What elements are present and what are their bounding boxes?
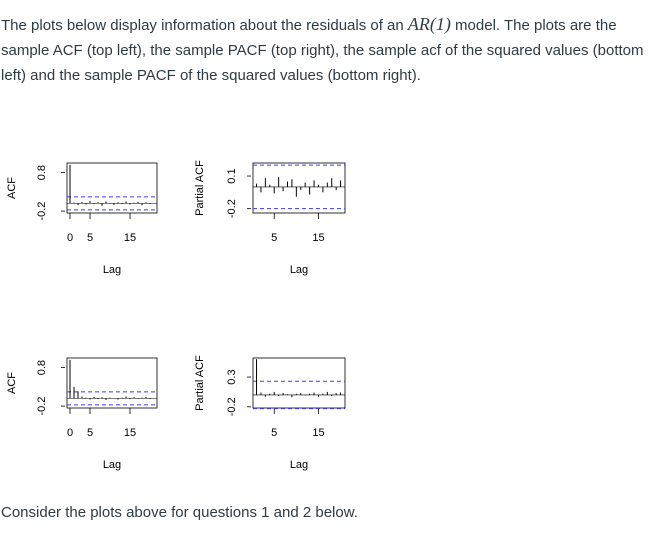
intro-text: The plots below display information abou… bbox=[1, 17, 408, 34]
x-tick-label: 15 bbox=[124, 427, 136, 439]
y-tick-label: 0.1 bbox=[226, 168, 238, 183]
x-tick-label: 0 bbox=[67, 427, 73, 439]
x-tick-label: 5 bbox=[87, 232, 93, 244]
plot-frame bbox=[252, 162, 346, 214]
intro: The plots below display information abou… bbox=[1, 12, 661, 88]
y-tick-label: -0.2 bbox=[36, 397, 48, 416]
x-tick-label: 5 bbox=[271, 232, 277, 244]
x-axis-label: Lag bbox=[103, 459, 121, 471]
x-axis-label: Lag bbox=[290, 459, 308, 471]
charts: ACF Lag -0.2 0.8 0 5 15 Partial ACF Lag -0.2 0.1 5 1… bbox=[6, 160, 346, 471]
plot-frame bbox=[66, 357, 158, 409]
x-axis-label: Lag bbox=[290, 264, 308, 276]
y-tick-label: 0.8 bbox=[36, 165, 48, 180]
x-tick-label: 15 bbox=[312, 232, 324, 244]
y-tick-label: -0.2 bbox=[226, 397, 238, 416]
x-tick-label: 15 bbox=[312, 427, 324, 439]
y-tick-label: -0.2 bbox=[36, 202, 48, 221]
y-axis-label: ACF bbox=[6, 372, 18, 394]
x-tick-label: 15 bbox=[124, 232, 136, 244]
y-axis-label: ACF bbox=[6, 177, 18, 199]
plot-frame bbox=[66, 162, 158, 214]
y-axis-label: Partial ACF bbox=[194, 160, 206, 216]
plot-frame bbox=[252, 357, 346, 409]
y-tick-label: 0.3 bbox=[226, 369, 238, 384]
math: AR(1) bbox=[407, 14, 451, 34]
x-tick-label: 5 bbox=[271, 427, 277, 439]
outro: Consider the plots above for questions 1… bbox=[1, 504, 358, 521]
y-tick-label: -0.2 bbox=[226, 199, 238, 218]
x-tick-label: 0 bbox=[67, 232, 73, 244]
x-tick-label: 5 bbox=[87, 427, 93, 439]
y-axis-label: Partial ACF bbox=[194, 355, 206, 411]
y-tick-label: 0.8 bbox=[36, 360, 48, 375]
x-axis-label: Lag bbox=[103, 264, 121, 276]
intro-text: model. The plots are the sample ACF (top… bbox=[1, 17, 644, 84]
